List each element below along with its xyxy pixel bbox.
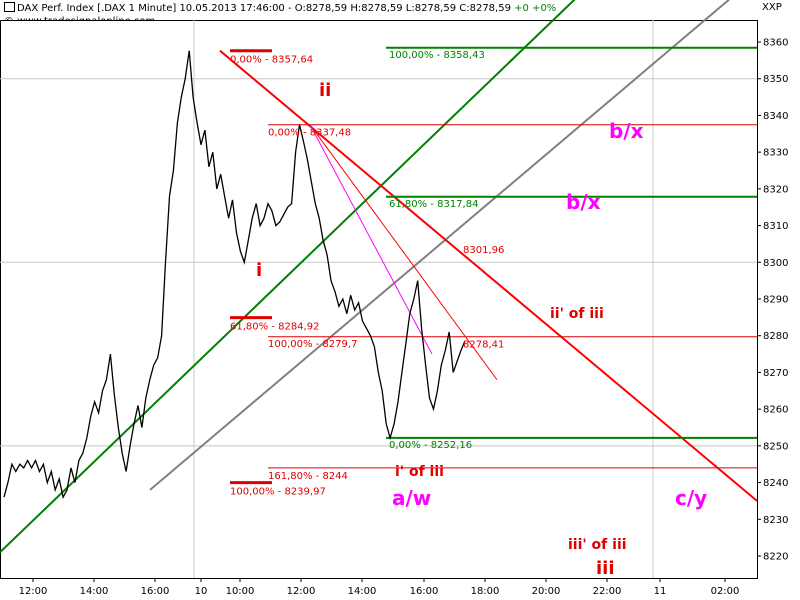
x-tick-label: 14:00 bbox=[80, 586, 109, 597]
chart-grid bbox=[0, 20, 758, 579]
wave-label: ii bbox=[319, 80, 331, 101]
fib-level-label: 0,00% - 8252,16 bbox=[389, 440, 472, 451]
red-downtrend-line bbox=[219, 49, 758, 502]
x-tick-label: 16:00 bbox=[410, 586, 439, 597]
y-tick-label: 8360 bbox=[763, 38, 788, 49]
x-tick-label: 10:00 bbox=[226, 586, 255, 597]
line-value-label: 8278,41 bbox=[463, 340, 504, 351]
fib-level-label: 61,80% - 8284,92 bbox=[230, 322, 319, 333]
line-value-label: 8301,96 bbox=[463, 245, 504, 256]
y-tick-label: 8250 bbox=[763, 441, 788, 452]
window-icon bbox=[4, 2, 15, 12]
chart-labels: 0,00% - 8357,64 100,00% - 8358,43 0,00% - … bbox=[230, 50, 707, 579]
y-tick-label: 8220 bbox=[763, 551, 788, 562]
y-tick-label: 8320 bbox=[763, 184, 788, 195]
chart-axes: 8220 8230 8240 8250 8260 8270 8280 8290 8300 8310… bbox=[19, 38, 789, 597]
wave-label: b/x bbox=[566, 190, 601, 214]
wave-label: a/w bbox=[392, 486, 431, 510]
y-tick-label: 8290 bbox=[763, 295, 788, 306]
analysis-lines bbox=[0, 0, 758, 554]
price-line bbox=[3, 50, 466, 500]
wave-label: iii' of iii bbox=[568, 537, 627, 553]
wave-label: i bbox=[256, 260, 262, 281]
price-series bbox=[3, 50, 466, 500]
y-tick-label: 8340 bbox=[763, 111, 788, 122]
fib-level-label: 61,80% - 8317,84 bbox=[389, 199, 478, 210]
y-tick-label: 8310 bbox=[763, 221, 788, 232]
wave-label: b/x bbox=[609, 119, 644, 143]
fib-level-label: 100,00% - 8358,43 bbox=[389, 50, 485, 61]
plot-frame bbox=[0, 20, 758, 579]
fib-level-label: 0,00% - 8337,48 bbox=[268, 128, 351, 139]
gray-channel-line bbox=[149, 0, 731, 491]
x-tick-label: 14:00 bbox=[348, 586, 377, 597]
wave-label: ii' of iii bbox=[550, 306, 604, 322]
x-tick-label: 02:00 bbox=[711, 586, 740, 597]
chart-header: DAX Perf. Index [.DAX 1 Minute] 10.05.20… bbox=[4, 2, 556, 14]
price-change: +0 +0% bbox=[514, 3, 557, 14]
green-trendline bbox=[0, 0, 576, 554]
x-tick-label: 12:00 bbox=[19, 586, 48, 597]
x-tick-label: 16:00 bbox=[141, 586, 170, 597]
x-tick-label: 10 bbox=[195, 586, 208, 597]
fib-level-label: 0,00% - 8357,64 bbox=[230, 55, 313, 66]
fib-level-label: 100,00% - 8239,97 bbox=[230, 487, 326, 498]
y-tick-label: 8330 bbox=[763, 148, 788, 159]
y-tick-label: 8300 bbox=[763, 258, 788, 269]
corner-label: XXP bbox=[762, 2, 782, 13]
y-tick-label: 8260 bbox=[763, 405, 788, 416]
x-tick-label: 18:00 bbox=[471, 586, 500, 597]
y-tick-label: 8240 bbox=[763, 478, 788, 489]
x-tick-label: 20:00 bbox=[532, 586, 561, 597]
x-tick-label: 22:00 bbox=[593, 586, 622, 597]
magenta-line bbox=[309, 124, 433, 355]
fib-level-label: 100,00% - 8279,7 bbox=[268, 339, 357, 350]
x-tick-label: 11 bbox=[654, 586, 667, 597]
wave-label: c/y bbox=[675, 486, 707, 510]
wave-label: iii bbox=[596, 558, 615, 579]
instrument-info: DAX Perf. Index [.DAX 1 Minute] 10.05.20… bbox=[17, 3, 511, 14]
y-tick-label: 8230 bbox=[763, 515, 788, 526]
y-tick-label: 8350 bbox=[763, 74, 788, 85]
wave-label: i' of iii bbox=[395, 464, 444, 480]
x-tick-label: 12:00 bbox=[287, 586, 316, 597]
fib-level-label: 161,80% - 8244 bbox=[268, 471, 348, 482]
y-tick-label: 8280 bbox=[763, 331, 788, 342]
y-tick-label: 8270 bbox=[763, 368, 788, 379]
